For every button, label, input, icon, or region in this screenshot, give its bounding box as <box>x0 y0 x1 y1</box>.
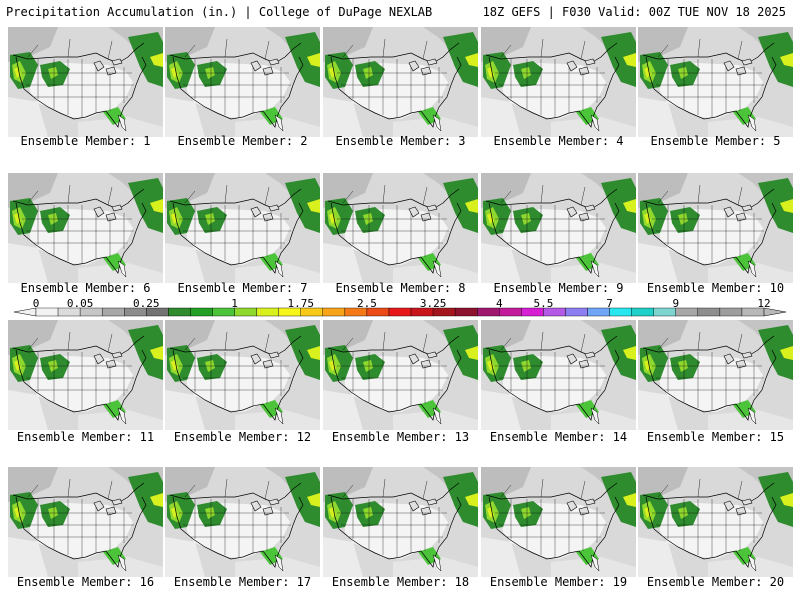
colorbar-segment <box>609 307 632 317</box>
ensemble-map-11 <box>8 320 163 430</box>
colorbar-tick-label: 12 <box>757 297 771 310</box>
ensemble-member-label: Ensemble Member: 9 <box>493 281 624 295</box>
colorbar-tick-label: 0.05 <box>66 297 94 310</box>
ensemble-member-label: Ensemble Member: 1 <box>20 134 151 148</box>
ensemble-member-label: Ensemble Member: 5 <box>650 134 781 148</box>
ensemble-map-14 <box>481 320 636 430</box>
ensemble-map-8 <box>323 173 478 283</box>
colorbar-segment <box>234 307 257 317</box>
ensemble-member-label: Ensemble Member: 14 <box>489 430 628 444</box>
colorbar-segment <box>101 307 125 317</box>
ensemble-member-label: Ensemble Member: 19 <box>489 575 628 589</box>
colorbar-tick-label: 2.5 <box>356 297 377 310</box>
ensemble-member-label: Ensemble Member: 18 <box>331 575 470 589</box>
ensemble-member-label: Ensemble Member: 6 <box>20 281 151 295</box>
ensemble-map-17 <box>165 467 320 577</box>
colorbar-high-arrow <box>763 307 787 317</box>
colorbar-tick-label: 0 <box>32 297 40 310</box>
precipitation-colorbar <box>13 307 787 317</box>
ensemble-map-6 <box>8 173 163 283</box>
colorbar-segment <box>697 307 721 317</box>
ensemble-map-9 <box>481 173 636 283</box>
ensemble-map-2 <box>165 27 320 137</box>
ensemble-member-label: Ensemble Member: 11 <box>16 430 155 444</box>
colorbar-segment <box>190 307 213 317</box>
ensemble-map-18 <box>323 467 478 577</box>
ensemble-map-10 <box>638 173 793 283</box>
colorbar-tick-label: 1.75 <box>287 297 314 310</box>
colorbar-segment <box>256 307 279 317</box>
colorbar-tick-label: 5.5 <box>533 297 554 310</box>
ensemble-map-13 <box>323 320 478 430</box>
colorbar-segment <box>454 307 478 317</box>
ensemble-map-20 <box>638 467 793 577</box>
ensemble-map-16 <box>8 467 163 577</box>
colorbar-tick-label: 4 <box>495 297 503 310</box>
colorbar-tick-label: 7 <box>606 297 613 310</box>
colorbar-tick-label: 1 <box>231 297 238 310</box>
ensemble-map-15 <box>638 320 793 430</box>
ensemble-member-label: Ensemble Member: 10 <box>646 281 785 295</box>
ensemble-map-5 <box>638 27 793 137</box>
ensemble-member-label: Ensemble Member: 20 <box>646 575 785 589</box>
ensemble-member-label: Ensemble Member: 3 <box>335 134 466 148</box>
ensemble-map-19 <box>481 467 636 577</box>
colorbar-segment <box>631 307 654 317</box>
ensemble-map-4 <box>481 27 636 137</box>
ensemble-member-label: Ensemble Member: 8 <box>335 281 466 295</box>
ensemble-member-label: Ensemble Member: 2 <box>177 134 308 148</box>
colorbar-segment <box>565 307 588 317</box>
colorbar-tick-label: 9 <box>672 297 680 310</box>
ensemble-map-3 <box>323 27 478 137</box>
colorbar-tick-label: 0.25 <box>133 297 160 310</box>
colorbar-segment <box>719 307 743 317</box>
ensemble-member-label: Ensemble Member: 12 <box>173 430 312 444</box>
ensemble-member-label: Ensemble Member: 16 <box>16 575 155 589</box>
ensemble-map-12 <box>165 320 320 430</box>
ensemble-map-1 <box>8 27 163 137</box>
run-info: 18Z GEFS | F030 Valid: 00Z TUE NOV 18 20… <box>482 5 786 19</box>
ensemble-member-label: Ensemble Member: 15 <box>646 430 785 444</box>
colorbar-segment <box>168 307 191 317</box>
ensemble-member-label: Ensemble Member: 17 <box>173 575 312 589</box>
colorbar-tick-label: 3.25 <box>419 297 447 310</box>
colorbar-segment <box>388 307 412 317</box>
ensemble-map-7 <box>165 173 320 283</box>
ensemble-member-label: Ensemble Member: 13 <box>331 430 470 444</box>
colorbar-segment <box>322 307 346 317</box>
ensemble-member-label: Ensemble Member: 4 <box>493 134 624 148</box>
map-title: Precipitation Accumulation (in.) | Colle… <box>6 5 433 19</box>
ensemble-member-label: Ensemble Member: 7 <box>177 281 308 295</box>
colorbar-segment <box>675 307 699 317</box>
